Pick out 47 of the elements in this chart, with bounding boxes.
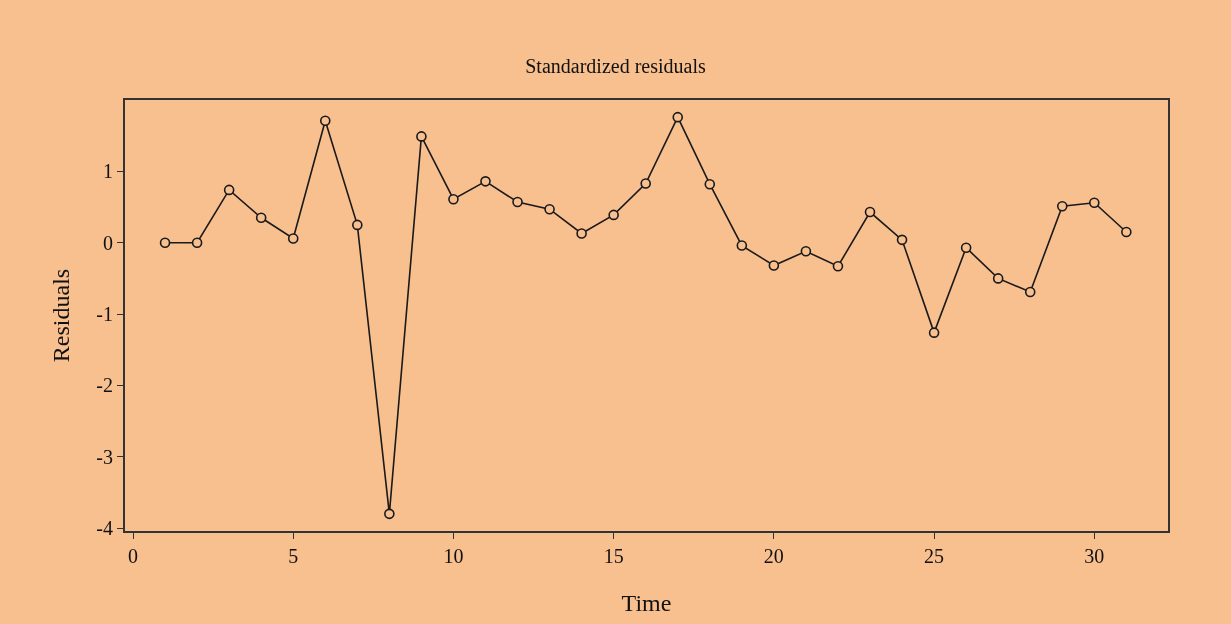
point (223, 184, 235, 196)
x-tick-label: 25 (924, 545, 945, 567)
point (544, 203, 555, 215)
x-tick-label: 30 (1084, 545, 1105, 567)
chart-title: Standardized residuals (525, 54, 706, 77)
point (800, 245, 812, 257)
point (992, 273, 1004, 284)
point (159, 237, 171, 249)
point (768, 260, 780, 271)
point (1089, 197, 1100, 209)
point (352, 219, 363, 231)
point (512, 196, 523, 208)
point (608, 209, 619, 221)
point (191, 237, 203, 249)
y-tick-label: -1 (96, 303, 113, 326)
y-tick-label: -3 (96, 445, 113, 468)
y-tick-label: -4 (96, 517, 113, 540)
point (448, 193, 459, 205)
point (576, 228, 587, 239)
y-tick-label: -2 (96, 374, 113, 397)
point (1056, 201, 1068, 212)
point (960, 242, 972, 254)
point (255, 212, 267, 224)
y-tick-label: 1 (103, 160, 113, 183)
point (832, 260, 844, 272)
x-tick-label: 0 (128, 545, 139, 567)
x-tick-label: 20 (763, 545, 784, 567)
y-tick-label: 0 (103, 231, 113, 254)
point (672, 111, 684, 123)
point (864, 206, 876, 218)
point (416, 131, 427, 142)
x-tick-label: 5 (288, 545, 299, 567)
point (1024, 286, 1036, 298)
x-axis-title: Time (621, 589, 672, 616)
point (704, 178, 716, 190)
y-axis-title: Residuals (47, 268, 74, 363)
point (736, 240, 748, 251)
point (384, 508, 395, 520)
point (319, 115, 331, 126)
point (928, 327, 940, 338)
x-tick-label: 15 (603, 545, 624, 567)
point (640, 178, 651, 189)
x-tick-label: 10 (443, 545, 464, 567)
point (1121, 226, 1132, 238)
point (287, 233, 299, 244)
point (480, 176, 491, 187)
point (896, 234, 908, 246)
